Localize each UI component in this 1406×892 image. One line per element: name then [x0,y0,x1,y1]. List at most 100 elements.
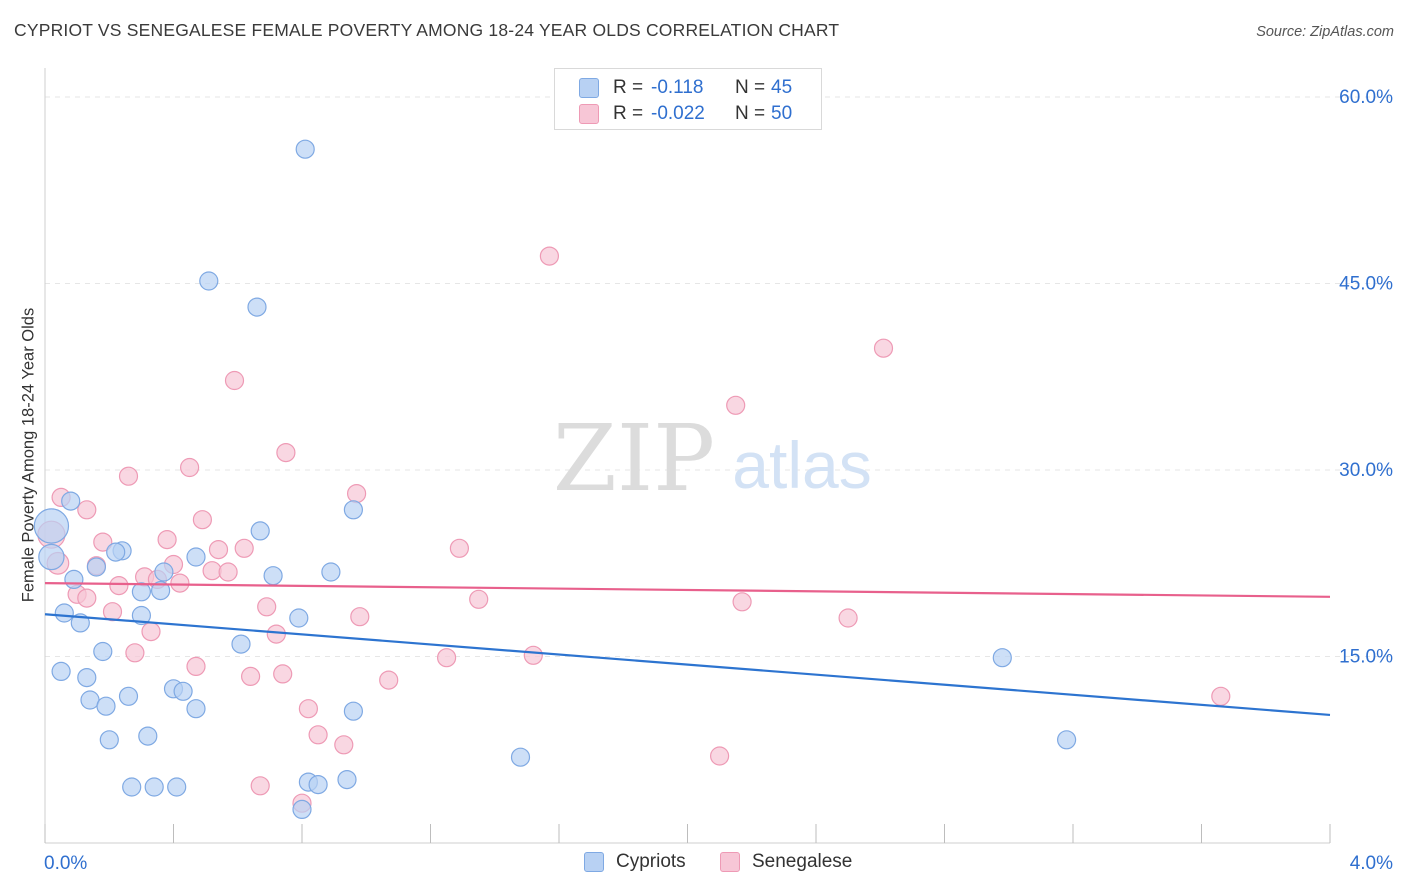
cypriots-point-29 [99,730,119,750]
legend-label-cypriots: Cypriots [616,851,686,872]
senegalese-point-5 [77,500,97,520]
cypriots-point-28 [343,500,363,520]
cypriots-point-2 [61,491,81,511]
senegalese-point-22 [208,539,229,560]
senegalese-point-37 [350,607,370,627]
y-tick-label-3: 60.0% [1339,87,1393,108]
cypriots-point-32 [144,777,164,797]
senegalese-point-19 [186,656,206,677]
cypriots-point-0 [33,508,70,544]
series-legend: Cypriots Senegalese [0,851,1406,877]
cypriots-point-37 [292,799,312,820]
legend-label-senegalese: Senegalese [752,851,853,872]
cypriots-point-36 [337,769,357,790]
cypriots-point-18 [118,686,139,706]
chart-title: CYPRIOT VS SENEGALESE FEMALE POVERTY AMO… [14,20,840,40]
y-tick-label-1: 30.0% [1339,460,1393,481]
senegalese-point-46 [732,592,752,612]
cypriots-points [33,139,1077,820]
cypriots-point-31 [122,777,142,797]
senegalese-point-11 [125,643,145,663]
cypriots-point-26 [289,608,309,628]
stats-legend: R = -0.118 N = 45 R = -0.022 N = 50 [554,68,822,130]
cypriots-point-10 [151,580,171,601]
n-value: 45 [771,77,793,98]
senegalese-point-29 [266,624,286,644]
r-value: -0.118 [651,77,704,98]
cypriots-point-17 [96,696,116,716]
x-tick-labels: 0.0% 4.0% [44,853,1393,874]
senegalese-points [37,246,1231,813]
senegalese-point-40 [449,538,469,558]
senegalese-point-48 [873,338,894,358]
cypriots-point-1 [38,543,65,571]
cypriots-point-22 [186,547,206,567]
source-label: Source: ZipAtlas.com [1256,24,1394,40]
cypriots-point-43 [992,648,1012,668]
gridlines [45,96,1392,657]
cypriots-point-30 [138,726,158,746]
senegalese-point-18 [180,457,200,478]
senegalese-point-15 [157,529,177,550]
cypriots-point-13 [51,661,71,682]
senegalese-point-42 [523,645,543,665]
trend-lines [44,582,1331,717]
senegalese-point-8 [102,602,123,622]
senegalese-point-31 [276,443,296,463]
senegalese-legend-swatch [720,852,740,872]
cypriots-point-39 [510,747,531,767]
cypriots-point-21 [186,699,206,719]
r-label: R = [613,103,644,124]
axes [44,68,1331,844]
senegalese-point-45 [726,395,746,415]
cypriots-point-3 [54,603,74,623]
senegalese-swatch [579,104,599,124]
n-label: N = [735,103,766,124]
y-tick-label-2: 45.0% [1339,274,1393,295]
cypriots-point-12 [131,605,151,626]
cypriots-point-33 [167,777,187,797]
cypriots-point-11 [154,562,174,582]
senegalese-point-36 [347,484,367,504]
senegalese-point-17 [170,573,190,593]
cypriots-point-8 [106,542,126,562]
senegalese-point-39 [437,648,457,668]
watermark-zip: ZIP [553,405,715,512]
cypriots-point-38 [343,701,363,721]
senegalese-point-7 [93,532,113,552]
senegalese-point-44 [709,746,730,766]
senegalese-point-27 [250,776,270,796]
cypriots-point-20 [173,681,193,701]
cypriots-point-35 [308,774,328,795]
cypriots-point-15 [93,641,113,662]
x-tick-label-0: 0.0% [44,853,87,874]
senegalese-point-33 [298,699,318,719]
cypriots-point-16 [80,690,100,710]
stats-legend-row-senegalese: R = -0.022 N = 50 [579,102,792,126]
senegalese-point-38 [379,670,399,690]
watermark: ZIP atlas [553,405,872,512]
cypriots-point-42 [295,139,315,159]
senegalese-point-25 [234,538,254,558]
x-tick-label-1: 4.0% [1350,853,1393,874]
cypriots-trend-line [44,613,1331,717]
senegalese-trend-line [44,582,1331,598]
cypriots-point-4 [64,569,84,590]
cypriots-point-40 [199,271,219,291]
y-tick-label-0: 15.0% [1339,647,1393,668]
senegalese-point-9 [109,575,129,596]
senegalese-point-49 [1211,686,1231,706]
senegalese-point-34 [308,725,328,745]
senegalese-point-41 [469,589,489,609]
senegalese-point-47 [838,608,858,628]
senegalese-point-10 [118,466,139,486]
senegalese-point-30 [273,664,293,684]
cypriots-point-6 [86,557,107,577]
legend-item-cypriots: Cypriots [584,851,686,873]
senegalese-point-4 [77,588,97,608]
y-tick-labels: 15.0% 30.0% 45.0% 60.0% [1339,87,1393,668]
r-label: R = [613,77,644,98]
senegalese-point-26 [241,666,261,687]
cypriots-point-41 [247,297,267,317]
